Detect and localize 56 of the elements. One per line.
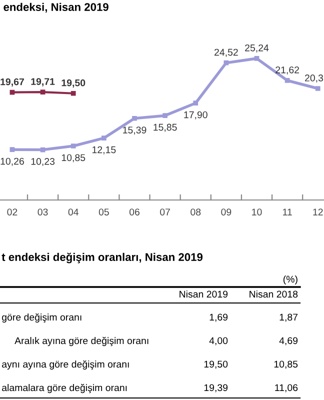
point xyxy=(101,136,106,141)
text: Nisan 2018 xyxy=(250,290,298,298)
data-label: 25,24 xyxy=(245,44,269,52)
point xyxy=(315,86,320,91)
text: 1,87 xyxy=(280,314,298,322)
x-tick-label: 09 xyxy=(221,208,232,216)
point xyxy=(254,56,260,61)
point xyxy=(10,147,15,152)
x-tick-label: 07 xyxy=(160,208,170,216)
point xyxy=(40,147,46,152)
point xyxy=(284,78,290,83)
data-label: 20,3 xyxy=(305,74,324,83)
point xyxy=(162,113,168,118)
x-tick-label: 03 xyxy=(38,208,48,216)
text: Aralık ayına göre değişim oranı xyxy=(14,336,148,346)
text: 1,69 xyxy=(210,314,228,322)
text: 10,85 xyxy=(274,360,298,369)
data-label: 19,50 xyxy=(62,79,86,88)
data-label: 19,67 xyxy=(0,78,24,87)
text: aynı ayına göre değişim oranı xyxy=(2,360,129,370)
x-tick-label: 11 xyxy=(283,208,292,216)
text: (%) xyxy=(283,275,298,285)
data-label: 10,23 xyxy=(31,158,55,166)
x-tick-label: 06 xyxy=(129,208,140,216)
text: 4,00 xyxy=(209,337,228,346)
point xyxy=(132,116,137,121)
data-label: 10,85 xyxy=(62,154,86,162)
x-tick-label: 04 xyxy=(68,208,78,216)
data-label: 21,62 xyxy=(276,66,299,75)
data-label: 19,71 xyxy=(31,78,55,86)
point xyxy=(10,90,15,95)
data-label: 15,85 xyxy=(154,124,177,132)
point xyxy=(193,100,198,106)
data-label: 17,90 xyxy=(184,111,208,120)
text: 4,69 xyxy=(279,337,298,346)
text: göre değişim oranı xyxy=(2,313,82,323)
data-label: 15,39 xyxy=(123,126,146,135)
x-tick-label: 05 xyxy=(98,208,109,216)
point xyxy=(70,90,76,96)
data-label: 10,26 xyxy=(0,158,24,166)
x-tick-label: 02 xyxy=(7,208,18,216)
point xyxy=(224,60,229,66)
text: t endeksi değişim oranları, Nisan 2019 xyxy=(2,252,203,264)
x-tick-label: 10 xyxy=(252,208,262,216)
point xyxy=(70,144,76,148)
data-label: 24,52 xyxy=(214,48,238,57)
chart-title: endeksi, Nisan 2019 xyxy=(4,2,108,13)
x-tick-label: 12 xyxy=(313,208,323,216)
text: 19,39 xyxy=(204,384,228,392)
text: 11,06 xyxy=(275,384,298,392)
text: alamalara göre değişim oranı xyxy=(2,384,127,394)
x-tick-label: 08 xyxy=(190,208,201,216)
point xyxy=(40,90,46,95)
text: Nisan 2019 xyxy=(180,290,228,298)
data-label: 12,15 xyxy=(92,146,116,154)
text: 19,50 xyxy=(204,360,228,369)
